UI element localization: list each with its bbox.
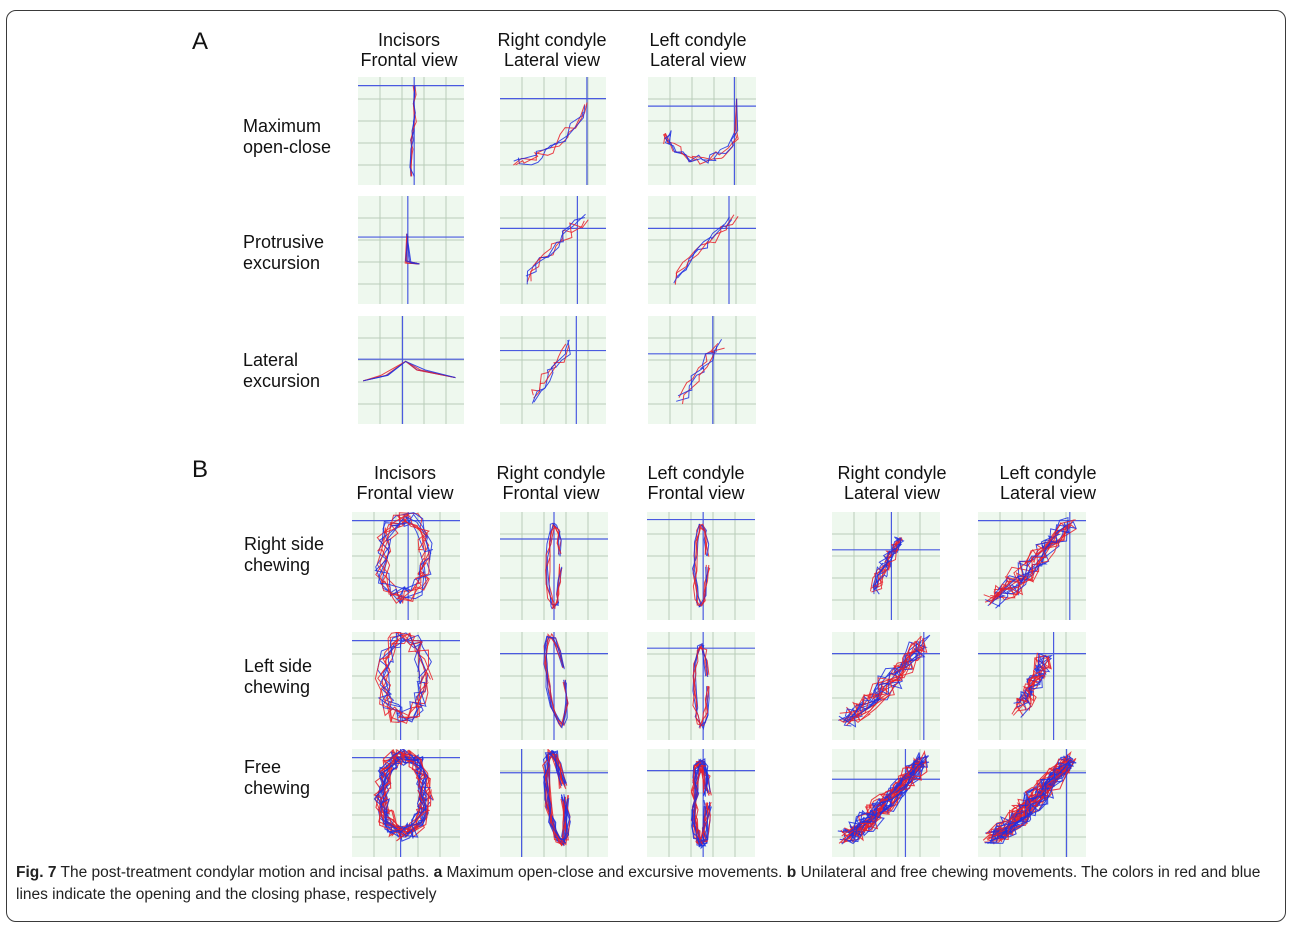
panel-b-plot-r1-c3-svg bbox=[647, 512, 755, 620]
panel-b-plot-r1-c1 bbox=[352, 512, 460, 620]
panel-b-row-free-chewing: Free chewing bbox=[244, 757, 311, 798]
panel-b-plot-r1-c2 bbox=[500, 512, 608, 620]
panel-a-plot-r2-c3-svg bbox=[648, 196, 756, 304]
caption-a-label: a bbox=[433, 864, 443, 881]
panel-b-plot-r1-c4-svg bbox=[832, 512, 940, 620]
panel-b-column-right-condyle-frontal: Right condyle Frontal view bbox=[496, 463, 606, 503]
panel-a-row-lateral: Lateral excursion bbox=[243, 350, 321, 391]
panel-b-plot-r2-c5 bbox=[978, 632, 1086, 740]
panel-b-column-left-condyle-frontal: Left condyle Frontal view bbox=[647, 463, 745, 503]
panel-a-plot-r3-c1 bbox=[358, 316, 464, 424]
panel-b-plot-r1-c5-svg bbox=[978, 512, 1086, 620]
panel-b-column-incisors: Incisors Frontal view bbox=[356, 463, 454, 503]
panel-a-plot-r2-c2 bbox=[500, 196, 606, 304]
panel-a-row-protrusive: Protrusive excursion bbox=[243, 232, 325, 273]
panel-b-letter: B bbox=[192, 456, 209, 483]
panel-b-plot-r3-c3 bbox=[647, 749, 755, 857]
panel-a-plot-r2-c1-svg bbox=[358, 196, 464, 304]
panel-b-column-right-condyle-lateral: Right condyle Lateral view bbox=[837, 463, 947, 503]
panel-b-plot-r2-c1 bbox=[352, 632, 460, 740]
panel-b-plot-r3-c2 bbox=[500, 749, 608, 857]
panel-a-plot-r1-c3-svg bbox=[648, 77, 756, 185]
panel-a-plot-r2-c1 bbox=[358, 196, 464, 304]
panel-b-plot-r3-c5 bbox=[978, 749, 1086, 857]
figure-frame bbox=[6, 10, 1286, 922]
panel-b-plot-r2-c4 bbox=[832, 632, 940, 740]
panel-b-row-right-side-chewing: Right side chewing bbox=[244, 534, 325, 575]
panel-a-plot-r1-c1 bbox=[358, 77, 464, 185]
panel-b-plot-r2-c5-svg bbox=[978, 632, 1086, 740]
panel-a-plot-r1-c2-svg bbox=[500, 77, 606, 185]
panel-b-plot-r1-c5 bbox=[978, 512, 1086, 620]
panel-b-plot-r3-c1-svg bbox=[352, 749, 460, 857]
panel-b-plot-r3-c3-svg bbox=[647, 749, 755, 857]
panel-b-plot-r3-c2-svg bbox=[500, 749, 608, 857]
panel-b-plot-r2-c4-svg bbox=[832, 632, 940, 740]
panel-a-plot-r2-c3 bbox=[648, 196, 756, 304]
figure-label: Fig. 7 bbox=[16, 864, 57, 881]
panel-a-column-right-condyle: Right condyle Lateral view bbox=[497, 30, 607, 70]
panel-a-plot-r3-c2-svg bbox=[500, 316, 606, 424]
panel-b-column-left-condyle-lateral: Left condyle Lateral view bbox=[999, 463, 1097, 503]
panel-a-plot-r1-c1-svg bbox=[358, 77, 464, 185]
panel-b-plot-r1-c3 bbox=[647, 512, 755, 620]
panel-b-plot-r3-c5-svg bbox=[978, 749, 1086, 857]
panel-a-plot-r3-c3 bbox=[648, 316, 756, 424]
panel-a-plot-r1-c2 bbox=[500, 77, 606, 185]
panel-b-plot-r1-c4 bbox=[832, 512, 940, 620]
panel-b-plot-r2-c2 bbox=[500, 632, 608, 740]
panel-a-column-left-condyle: Left condyle Lateral view bbox=[649, 30, 747, 70]
panel-b-plot-r3-c4 bbox=[832, 749, 940, 857]
panel-a-column-incisors: Incisors Frontal view bbox=[360, 30, 458, 70]
panel-a-plot-r2-c2-svg bbox=[500, 196, 606, 304]
panel-b-plot-r3-c4-svg bbox=[832, 749, 940, 857]
panel-a-plot-r1-c3 bbox=[648, 77, 756, 185]
caption-b-label: b bbox=[786, 864, 797, 881]
panel-b-plot-r2-c1-svg bbox=[352, 632, 460, 740]
panel-a-row-max-open-close: Maximum open-close bbox=[243, 116, 332, 157]
panel-b-plot-r3-c1 bbox=[352, 749, 460, 857]
panel-a-plot-r3-c3-svg bbox=[648, 316, 756, 424]
panel-b-plot-r1-c1-svg bbox=[352, 512, 460, 620]
panel-a-plot-r3-c1-svg bbox=[358, 316, 464, 424]
panel-b-plot-r2-c2-svg bbox=[500, 632, 608, 740]
panel-a-plot-r3-c2 bbox=[500, 316, 606, 424]
panel-b-plot-r1-c2-svg bbox=[500, 512, 608, 620]
panel-a-letter: A bbox=[192, 28, 209, 55]
panel-b-plot-r2-c3 bbox=[647, 632, 755, 740]
figure-caption: Fig. 7 The post-treatment condylar motio… bbox=[16, 864, 1261, 903]
panel-b-plot-r2-c3-svg bbox=[647, 632, 755, 740]
panel-b-row-left-side-chewing: Left side chewing bbox=[244, 656, 313, 697]
